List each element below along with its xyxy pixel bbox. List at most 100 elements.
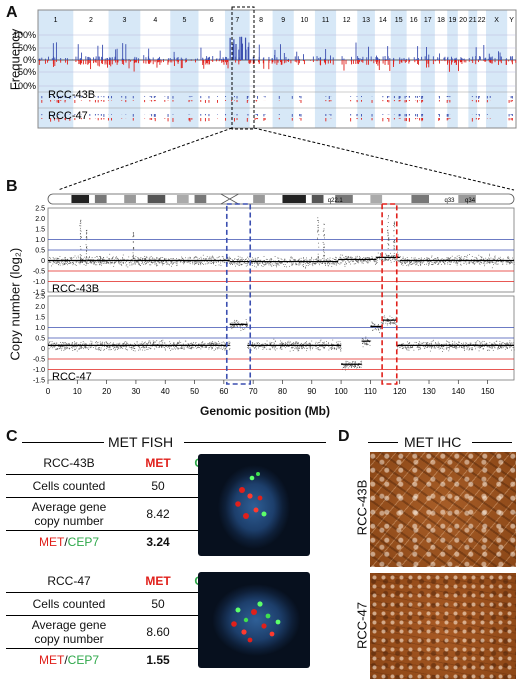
data-point [371, 323, 373, 325]
data-point [388, 321, 390, 322]
loss-bar [511, 60, 513, 61]
data-point [66, 262, 68, 264]
data-point [156, 265, 157, 267]
sample-loss-mark [510, 100, 512, 103]
sample-loss-mark [151, 100, 153, 102]
data-point [200, 261, 202, 263]
sample-gain-mark [278, 114, 280, 115]
data-point [173, 342, 175, 343]
data-point [386, 259, 388, 260]
data-point [221, 344, 223, 345]
data-point [484, 343, 486, 345]
data-point [290, 341, 291, 343]
loss-bar [355, 60, 357, 64]
data-point [96, 256, 98, 258]
data-point [343, 257, 345, 258]
data-point [85, 258, 87, 260]
loss-bar [181, 60, 183, 69]
data-point [444, 258, 446, 260]
data-point [507, 260, 509, 262]
data-point [448, 258, 450, 260]
data-point [488, 262, 490, 263]
data-point [231, 322, 233, 324]
data-point [253, 258, 255, 260]
data-point [429, 345, 431, 347]
data-point [84, 347, 86, 348]
gain-bar [274, 49, 276, 60]
loss-bar [415, 60, 417, 61]
data-point [400, 261, 402, 263]
data-point [277, 260, 279, 261]
data-point [323, 249, 325, 251]
data-point [482, 346, 483, 347]
data-point [358, 260, 360, 262]
data-point [150, 260, 152, 262]
data-point [401, 345, 403, 347]
data-point [145, 258, 147, 259]
data-point [430, 343, 432, 345]
data-point [360, 366, 362, 368]
data-point [257, 264, 258, 266]
data-point [385, 258, 387, 260]
data-point [323, 223, 325, 225]
gain-bar [221, 58, 223, 60]
sample-gain-mark [421, 96, 423, 99]
data-point [462, 343, 464, 345]
gain-bar [489, 56, 491, 60]
data-point [322, 231, 324, 232]
data-point [264, 347, 266, 349]
data-point [363, 259, 365, 261]
gain-bar [392, 59, 394, 60]
data-point [393, 255, 395, 257]
data-point [453, 347, 455, 348]
data-point [161, 347, 163, 348]
data-point [55, 349, 57, 351]
data-point [428, 258, 430, 259]
data-point [474, 346, 475, 347]
data-point [360, 260, 362, 262]
sample-gain-mark [225, 114, 227, 116]
sample-loss-mark [508, 118, 510, 121]
sample-loss-mark [246, 100, 248, 103]
data-point [211, 343, 213, 345]
data-point [184, 345, 186, 347]
data-point [428, 257, 429, 259]
data-point [59, 264, 61, 266]
data-point [366, 341, 368, 343]
data-point [118, 348, 120, 349]
data-point [177, 343, 178, 344]
data-point [274, 262, 276, 264]
data-point [125, 265, 127, 267]
data-point [247, 342, 249, 344]
data-point [364, 260, 366, 262]
data-point [92, 261, 94, 262]
data-point [481, 256, 483, 258]
data-point [177, 347, 178, 349]
data-point [81, 258, 83, 260]
gain-bar [455, 58, 456, 60]
data-point [58, 264, 59, 266]
data-point [319, 342, 321, 343]
data-point [394, 257, 396, 259]
data-point [229, 261, 231, 263]
data-point [122, 257, 124, 258]
data-point [49, 346, 51, 348]
data-point [133, 232, 134, 234]
data-point [173, 347, 175, 349]
gain-bar [205, 58, 207, 60]
data-point [241, 257, 243, 259]
data-point [68, 342, 70, 344]
data-point [479, 264, 481, 265]
data-point [323, 224, 325, 225]
data-point [101, 261, 103, 263]
data-point [489, 349, 491, 351]
data-point [438, 346, 440, 348]
data-point [99, 263, 101, 265]
data-point [294, 260, 296, 262]
data-point [59, 348, 61, 349]
data-point [317, 219, 319, 221]
gain-bar [226, 57, 228, 60]
data-point [448, 261, 450, 263]
data-point [375, 257, 377, 259]
gain-bar [323, 58, 325, 60]
